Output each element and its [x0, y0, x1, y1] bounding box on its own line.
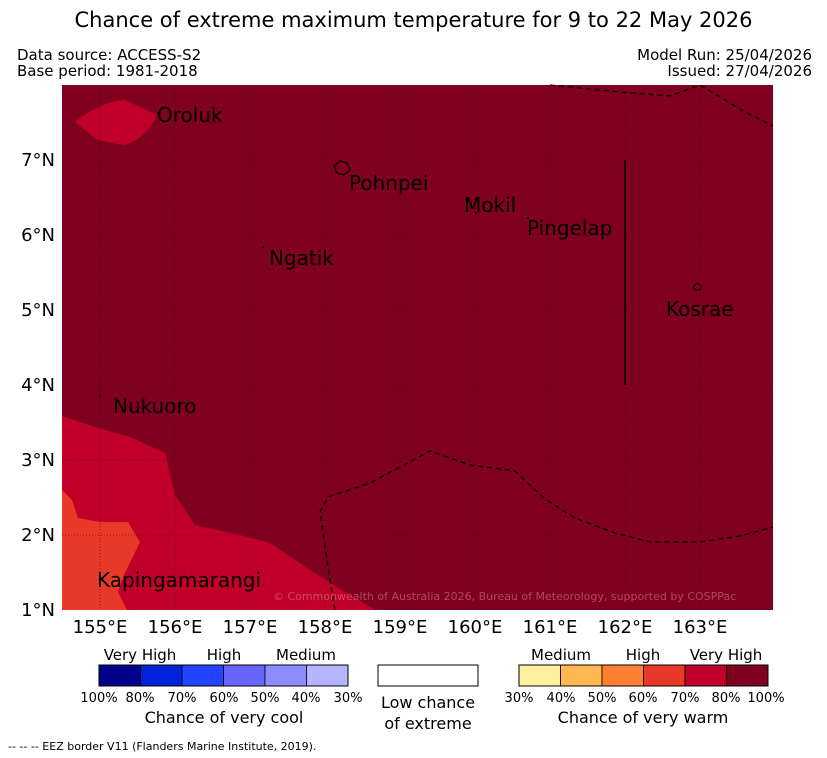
eez-borders [319, 84, 774, 611]
warm-colorbar-title: Chance of very warm [558, 708, 729, 727]
cool-tick-label: 30% [334, 691, 363, 706]
x-tick-label: 161°E [523, 617, 578, 638]
x-tick-label: 158°E [298, 617, 353, 638]
x-tick-label: 163°E [673, 617, 728, 638]
y-tick-label: 7°N [21, 150, 55, 171]
warm-color-swatch [726, 664, 769, 687]
low-chance-label-line2: of extreme [384, 714, 471, 733]
warm-color-swatch [560, 664, 603, 687]
warm-colorbar: Medium High Very High 30% 40% 50% 60% 70… [505, 646, 785, 727]
warm-color-swatch [643, 664, 686, 687]
ngatik-island-dot [262, 246, 264, 248]
cool-tick-label: 50% [251, 691, 280, 706]
low-chance-legend: Low chance of extreme [377, 664, 479, 733]
warm-tick-label: 30% [505, 691, 534, 706]
warm-color-swatch [601, 664, 644, 687]
copyright-text: © Commonwealth of Australia 2026, Bureau… [273, 590, 736, 603]
x-tick-label: 162°E [598, 617, 653, 638]
map-title: Chance of extreme maximum temperature fo… [74, 8, 753, 32]
warm-category-medium: Medium [531, 646, 591, 664]
cool-tick-label: 60% [210, 691, 239, 706]
model-run: Model Run: 25/04/2026 [637, 46, 812, 64]
base-period: Base period: 1981-2018 [17, 62, 198, 80]
nukuoro-island-dot [99, 395, 101, 397]
pohnpei-island-outline [333, 160, 351, 176]
y-axis: 7°N 6°N 5°N 4°N 3°N 2°N 1°N [21, 150, 55, 621]
warm-category-high: High [626, 646, 660, 664]
place-label-kapingamarangi: Kapingamarangi [97, 568, 261, 592]
x-tick-label: 160°E [448, 617, 503, 638]
issued-date: Issued: 27/04/2026 [667, 62, 812, 80]
cool-colorbar: Very High High Medium 100% 80% 70% 60% 5… [80, 646, 362, 727]
cool-colorbar-frame [98, 664, 349, 687]
cool-category-high: High [207, 646, 241, 664]
cool-tick-label: 80% [126, 691, 155, 706]
cool-color-swatch [140, 664, 183, 687]
y-tick-label: 6°N [21, 225, 55, 246]
warm-tick-label: 80% [712, 691, 741, 706]
warm-tick-label: 40% [547, 691, 576, 706]
kosrae-island-outline [692, 282, 703, 291]
pingelap-island-dot [527, 217, 529, 219]
place-label-pohnpei: Pohnpei [349, 171, 429, 195]
cool-colorbar-title: Chance of very cool [145, 708, 304, 727]
warm-tick-label: 50% [588, 691, 617, 706]
x-tick-label: 157°E [223, 617, 278, 638]
data-source: Data source: ACCESS-S2 [17, 46, 202, 64]
y-tick-label: 2°N [21, 525, 55, 546]
high-warm-region-south [62, 416, 375, 610]
y-tick-label: 5°N [21, 300, 55, 321]
cool-category-medium: Medium [276, 646, 336, 664]
x-tick-label: 155°E [73, 617, 128, 638]
place-label-mokil: Mokil [464, 193, 516, 217]
medium-high-warm-region [62, 490, 140, 610]
warm-swatches [518, 664, 769, 687]
eez-border-north [549, 84, 774, 127]
low-chance-swatch [377, 664, 479, 687]
place-label-pingelap: Pingelap [527, 216, 612, 240]
warm-tick-label: 60% [629, 691, 658, 706]
x-tick-label: 156°E [148, 617, 203, 638]
y-tick-label: 4°N [21, 375, 55, 396]
eez-border-south [319, 450, 774, 611]
place-label-oroluk: Oroluk [157, 103, 223, 127]
y-tick-label: 1°N [21, 600, 55, 621]
place-label-ngatik: Ngatik [269, 246, 334, 270]
warm-color-swatch [684, 664, 727, 687]
cool-color-swatch [98, 664, 141, 687]
warm-tick-label: 100% [747, 691, 784, 706]
eez-footnote: -- -- -- EEZ border V11 (Flanders Marine… [8, 740, 317, 753]
cool-tick-label: 70% [168, 691, 197, 706]
cool-color-swatch [181, 664, 224, 687]
warm-tick-label: 70% [671, 691, 700, 706]
y-tick-label: 3°N [21, 450, 55, 471]
x-axis: 155°E 156°E 157°E 158°E 159°E 160°E 161°… [73, 617, 728, 638]
place-label-nukuoro: Nukuoro [113, 394, 197, 418]
low-chance-label-line1: Low chance [381, 693, 475, 712]
cool-swatches [98, 664, 349, 687]
cool-color-swatch [264, 664, 307, 687]
x-tick-label: 159°E [373, 617, 428, 638]
cool-tick-label: 100% [80, 691, 117, 706]
cool-color-swatch [223, 664, 266, 687]
place-label-kosrae: Kosrae [666, 297, 734, 321]
cool-tick-label: 40% [292, 691, 321, 706]
warm-color-swatch [518, 664, 561, 687]
warm-category-very-high: Very High [690, 646, 763, 664]
map-area: Oroluk Pohnpei Mokil Pingelap Ngatik Kos… [62, 84, 774, 611]
cool-color-swatch [306, 664, 349, 687]
cool-category-very-high: Very High [104, 646, 177, 664]
high-warm-region-north [75, 100, 157, 145]
mokil-island-dot [475, 212, 477, 214]
warm-colorbar-frame [518, 664, 769, 687]
